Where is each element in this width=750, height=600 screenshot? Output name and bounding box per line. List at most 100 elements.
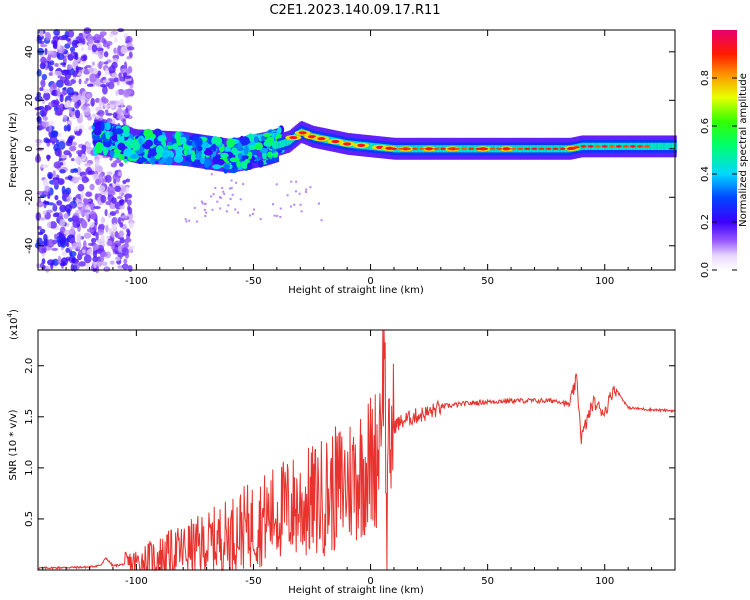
spectrogram-cell xyxy=(126,199,132,206)
spectrogram-cell xyxy=(200,200,203,203)
spectrogram-cell xyxy=(54,98,60,108)
spectrogram-cell xyxy=(83,254,92,264)
spectrogram-cell xyxy=(64,71,72,80)
spectrogram-cell xyxy=(259,147,269,154)
colorbar-tick-label: 0.2 xyxy=(700,214,711,230)
spectrogram-cell xyxy=(670,142,673,150)
spectrogram-cell xyxy=(536,145,540,153)
spectrogram-cell xyxy=(87,170,95,175)
spectrogram-cell xyxy=(188,219,191,222)
spectrogram-cell xyxy=(167,141,172,146)
spectrogram-cell xyxy=(89,221,95,228)
spectrogram-cell xyxy=(650,142,653,150)
spectrogram-cell xyxy=(522,145,525,153)
spectrogram-cell xyxy=(66,65,73,70)
spectrogram-cell xyxy=(83,232,92,239)
spectrogram-cell xyxy=(81,153,86,162)
spectrogram-cell xyxy=(52,40,58,49)
spectrogram-cell xyxy=(111,217,118,226)
spectrogram-cell xyxy=(440,147,447,150)
spectrogram-cell xyxy=(102,261,108,267)
spectrogram-cell xyxy=(580,145,587,148)
spectrogram-cell xyxy=(70,225,75,235)
spectrogram-cell xyxy=(305,188,308,191)
spectrogram-cell xyxy=(85,92,92,99)
spectrogram-cell xyxy=(657,142,660,150)
spectrogram-cell xyxy=(300,210,303,213)
spectrogram-cell xyxy=(236,160,241,168)
spectrogram-cell xyxy=(283,139,287,147)
spectrogram-cell xyxy=(97,62,103,69)
spectrogram-cell xyxy=(115,89,119,97)
spectrogram-cell xyxy=(119,198,125,206)
spectrogram-cell xyxy=(123,258,128,264)
spectrogram-cell xyxy=(125,107,129,114)
spectrogram-cell xyxy=(545,147,552,150)
spectrogram-cell xyxy=(88,67,94,73)
spectrogram-cell xyxy=(211,143,217,152)
spectrogram-cell xyxy=(98,172,104,180)
spectrogram-cell xyxy=(53,143,60,152)
spectrogram-cell xyxy=(60,257,68,266)
spectrogram-cell xyxy=(126,56,131,60)
spectrogram-cell xyxy=(529,145,533,153)
spectrogram-cell xyxy=(42,116,49,121)
spectrogram-cell xyxy=(223,164,230,169)
spectrogram-cell xyxy=(120,186,127,193)
spectrogram-cell xyxy=(54,62,59,67)
spectrogram-cell xyxy=(52,203,57,211)
spectrogram-cell xyxy=(586,142,589,150)
spectrogram-cell xyxy=(253,208,256,211)
spectrogram-cell xyxy=(99,83,107,88)
spectrogram-cell xyxy=(116,107,122,115)
spectrogram-cell xyxy=(121,215,128,219)
spectrogram-cell xyxy=(67,106,74,111)
spectrogram-cell xyxy=(106,239,113,246)
spectrogram-cell xyxy=(93,205,101,210)
spectrogram-cell xyxy=(172,143,179,151)
spectrogram-cell xyxy=(85,77,89,82)
spectrogram-cell xyxy=(63,213,69,219)
spectrogram-cell xyxy=(123,72,128,77)
spectrogram-cell xyxy=(593,142,596,150)
spectrogram-cell xyxy=(635,142,638,150)
spectrogram-cell xyxy=(246,162,253,170)
spectrogram-cell xyxy=(77,183,85,192)
spectrogram-cell xyxy=(71,157,75,162)
spectrogram-cell xyxy=(557,145,561,153)
spectrogram-cell xyxy=(286,194,289,197)
spectrogram-cell xyxy=(108,100,117,105)
spectrogram-x-ticks: -100 -50 0 50 100 xyxy=(42,30,676,287)
spectrogram-cell xyxy=(107,186,116,194)
spectrogram-cell xyxy=(203,208,206,211)
spectrogram-cell xyxy=(227,204,230,207)
spectrogram-cell xyxy=(70,79,77,84)
spectrogram-cell xyxy=(262,132,272,138)
y-tick-label: 20 xyxy=(24,94,35,107)
y-tick-label: 40 xyxy=(24,45,35,58)
spectrogram-cell xyxy=(454,147,461,150)
spectrogram-cell xyxy=(81,176,89,184)
spectrogram-cell xyxy=(666,142,669,150)
spectrogram-cell xyxy=(69,251,77,257)
spectrogram-cell xyxy=(615,145,622,148)
spectrogram-cell xyxy=(663,142,666,150)
spectrogram-cell xyxy=(219,207,222,210)
spectrogram-cell xyxy=(182,145,190,150)
spectrogram-cell xyxy=(461,147,468,150)
spectrogram-cell xyxy=(100,251,108,258)
spectrogram-y-label: Frequency (Hz) xyxy=(8,112,19,188)
spectrogram-cell xyxy=(53,70,62,76)
spectrogram-cell xyxy=(48,65,54,72)
spectrogram-cell xyxy=(643,145,650,148)
spectrogram-cell xyxy=(100,234,105,243)
spectrogram-cell xyxy=(44,48,48,55)
spectrogram-cell xyxy=(191,133,194,167)
spectrogram-cell xyxy=(175,153,180,158)
spectrogram-cell xyxy=(104,209,108,217)
spectrogram-cell xyxy=(543,145,547,153)
spectrogram-cell xyxy=(607,142,610,150)
colorbar-tick-label: 0.4 xyxy=(700,166,711,182)
spectrogram-cell xyxy=(122,179,127,185)
spectrogram-cell xyxy=(552,147,559,150)
